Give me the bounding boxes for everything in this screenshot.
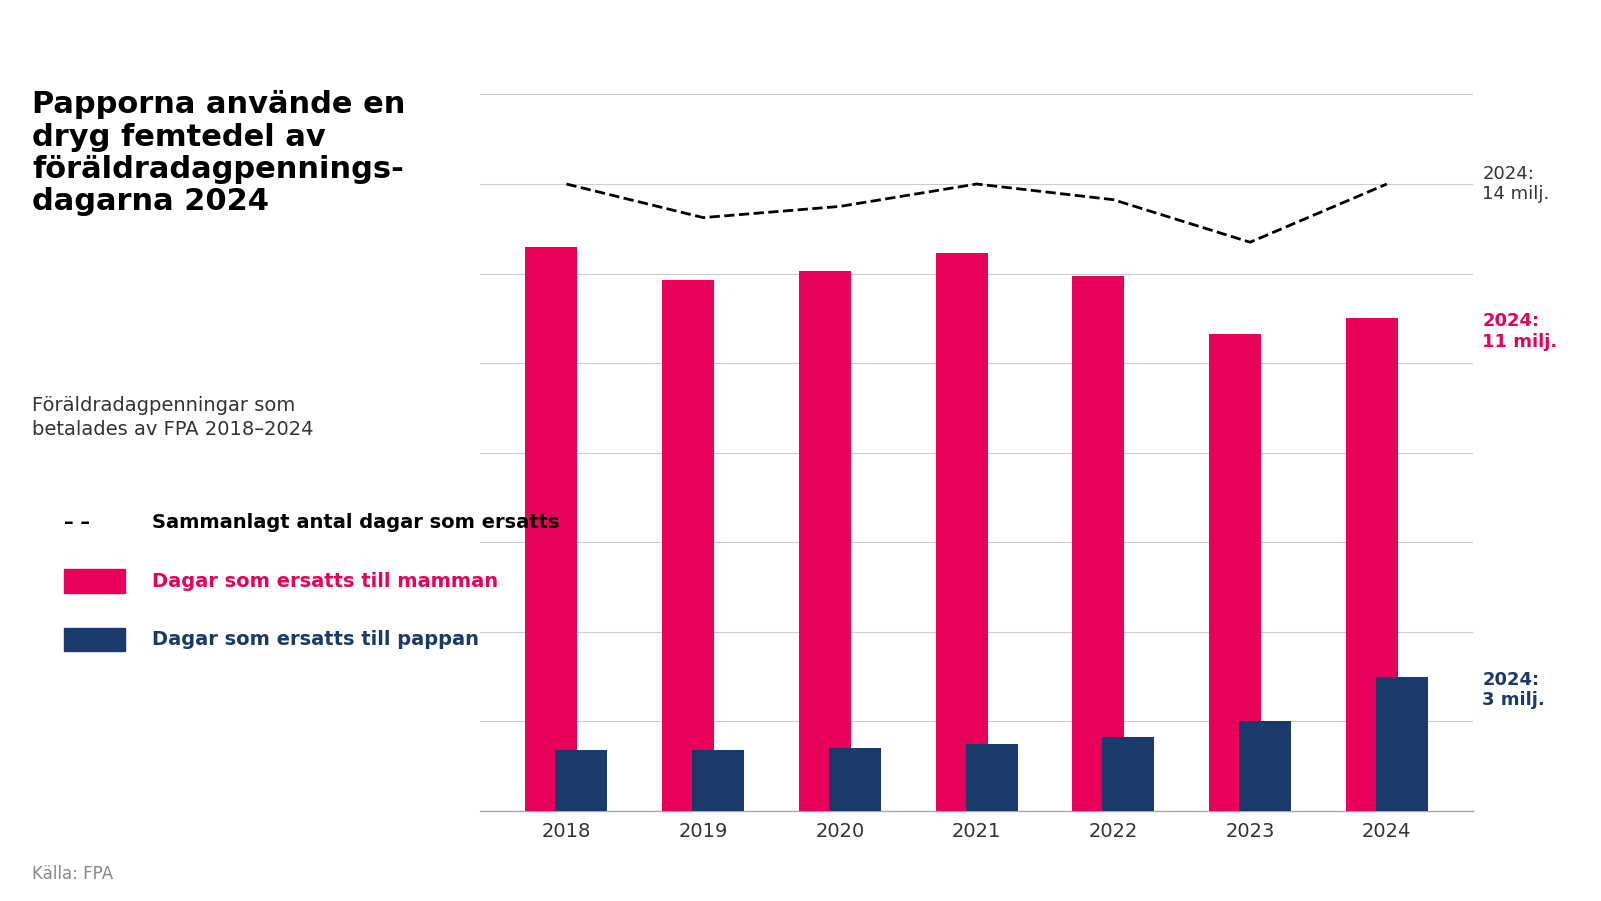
Text: Dagar som ersatts till mamman: Dagar som ersatts till mamman [152,571,498,591]
Bar [965,743,1018,811]
Text: Papporna använde en
dryg femtedel av
föräldradagpennings-
dagarna 2024: Papporna använde en dryg femtedel av för… [32,90,405,216]
Text: Sammanlagt antal dagar som ersatts: Sammanlagt antal dagar som ersatts [152,513,560,532]
Bar [935,253,988,811]
Text: Föräldradagpenningar som
betalades av FPA 2018–2024: Föräldradagpenningar som betalades av FP… [32,396,314,439]
Text: 2024:
14 milj.: 2024: 14 milj. [1483,165,1550,204]
Bar [1239,722,1290,811]
Bar [1209,334,1262,811]
Text: 2024:
3 milj.: 2024: 3 milj. [1483,670,1545,709]
Bar [525,247,578,811]
Bar [829,748,881,811]
Bar [799,271,850,811]
Text: 2024:
11 milj.: 2024: 11 milj. [1483,313,1558,351]
Bar [1103,737,1154,811]
Bar [1346,318,1398,811]
Text: Dagar som ersatts till pappan: Dagar som ersatts till pappan [152,630,479,650]
Text: – –: – – [64,513,90,532]
Bar [1073,276,1124,811]
Bar [1375,677,1428,811]
Bar [663,280,714,811]
Text: Källa: FPA: Källa: FPA [32,865,114,883]
Bar [692,751,744,811]
Bar [556,751,607,811]
